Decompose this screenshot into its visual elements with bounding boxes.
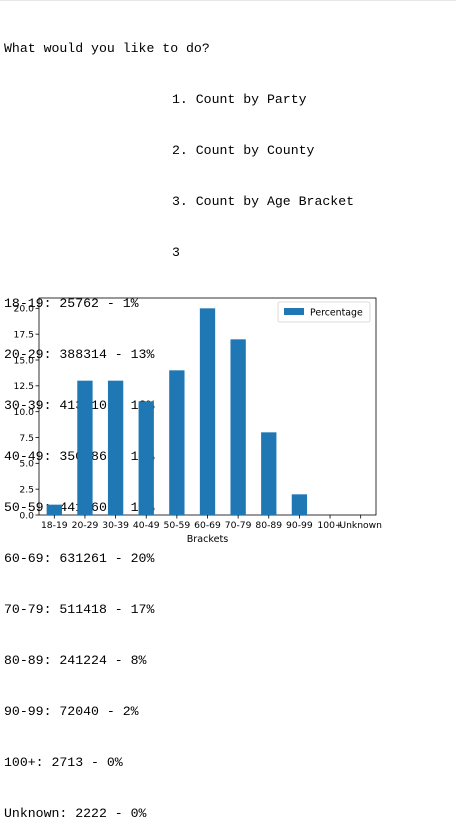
menu-option-party: 1. Count by Party [172, 92, 307, 107]
x-axis-label: Brackets [187, 534, 229, 545]
result-line: 90-99: 72040 - 2% [4, 704, 139, 719]
bar-60-69 [199, 308, 216, 515]
y-tick-label: 17.5 [14, 329, 35, 340]
bar-18-19 [46, 504, 62, 515]
y-tick-label: 20.0 [14, 304, 35, 315]
bar-70-79 [230, 339, 246, 515]
x-tick-label: 80-89 [255, 520, 282, 531]
x-tick-label: 100+ [317, 520, 342, 531]
x-tick-label: 50-59 [164, 520, 191, 531]
y-tick-label: 2.5 [19, 484, 34, 495]
legend-swatch [284, 308, 304, 315]
result-line: 20-29: 388314 - 13% [4, 347, 155, 362]
bar-chart: 0.0 2.5 5.0 7.5 10.0 12.5 15.0 17.5 20.0 18-19 20-… [0, 296, 456, 556]
legend-box [277, 301, 371, 323]
bar-50-59 [169, 370, 185, 515]
x-tick-label: Unknown [339, 520, 382, 531]
console-prompt: What would you like to do? [4, 41, 210, 56]
result-line: 80-89: 241224 - 8% [4, 653, 147, 668]
bar-30-39 [107, 380, 124, 515]
x-tick-label: 90-99 [286, 520, 313, 531]
legend-label: Percentage [310, 308, 363, 319]
user-input: 3 [172, 245, 180, 260]
result-line: 70-79: 511418 - 17% [4, 602, 155, 617]
bar-80-89 [261, 432, 277, 515]
result-line: Unknown: 2222 - 0% [4, 806, 147, 821]
menu-option-age: 3. Count by Age Bracket [172, 194, 355, 209]
top-divider [0, 0, 456, 1]
x-tick-label: 30-39 [102, 520, 129, 531]
menu-option-county: 2. Count by County [172, 143, 315, 158]
result-line: 18-19: 25762 - 1% [4, 296, 139, 311]
chart-svg: 0.0 2.5 5.0 7.5 10.0 12.5 15.0 17.5 20.0 18-19 20-… [14, 297, 382, 545]
x-tick-label: 18-19 [41, 520, 68, 531]
y-tick-label: 0.0 [19, 510, 34, 521]
y-tick-label: 7.5 [19, 433, 34, 444]
x-tick-label: 20-29 [72, 520, 99, 531]
bar-20-29 [77, 380, 93, 515]
bar-40-49 [138, 401, 154, 515]
result-line: 100+: 2713 - 0% [4, 755, 123, 770]
bar-90-99 [291, 494, 308, 515]
x-tick-label: 70-79 [225, 520, 252, 531]
y-tick-label: 15.0 [14, 355, 35, 366]
y-tick-label: 10.0 [14, 407, 35, 418]
x-tick-label: 40-49 [133, 520, 160, 531]
x-tick-label: 60-69 [194, 520, 221, 531]
y-tick-label: 5.0 [19, 459, 34, 470]
y-tick-label: 12.5 [14, 381, 35, 392]
